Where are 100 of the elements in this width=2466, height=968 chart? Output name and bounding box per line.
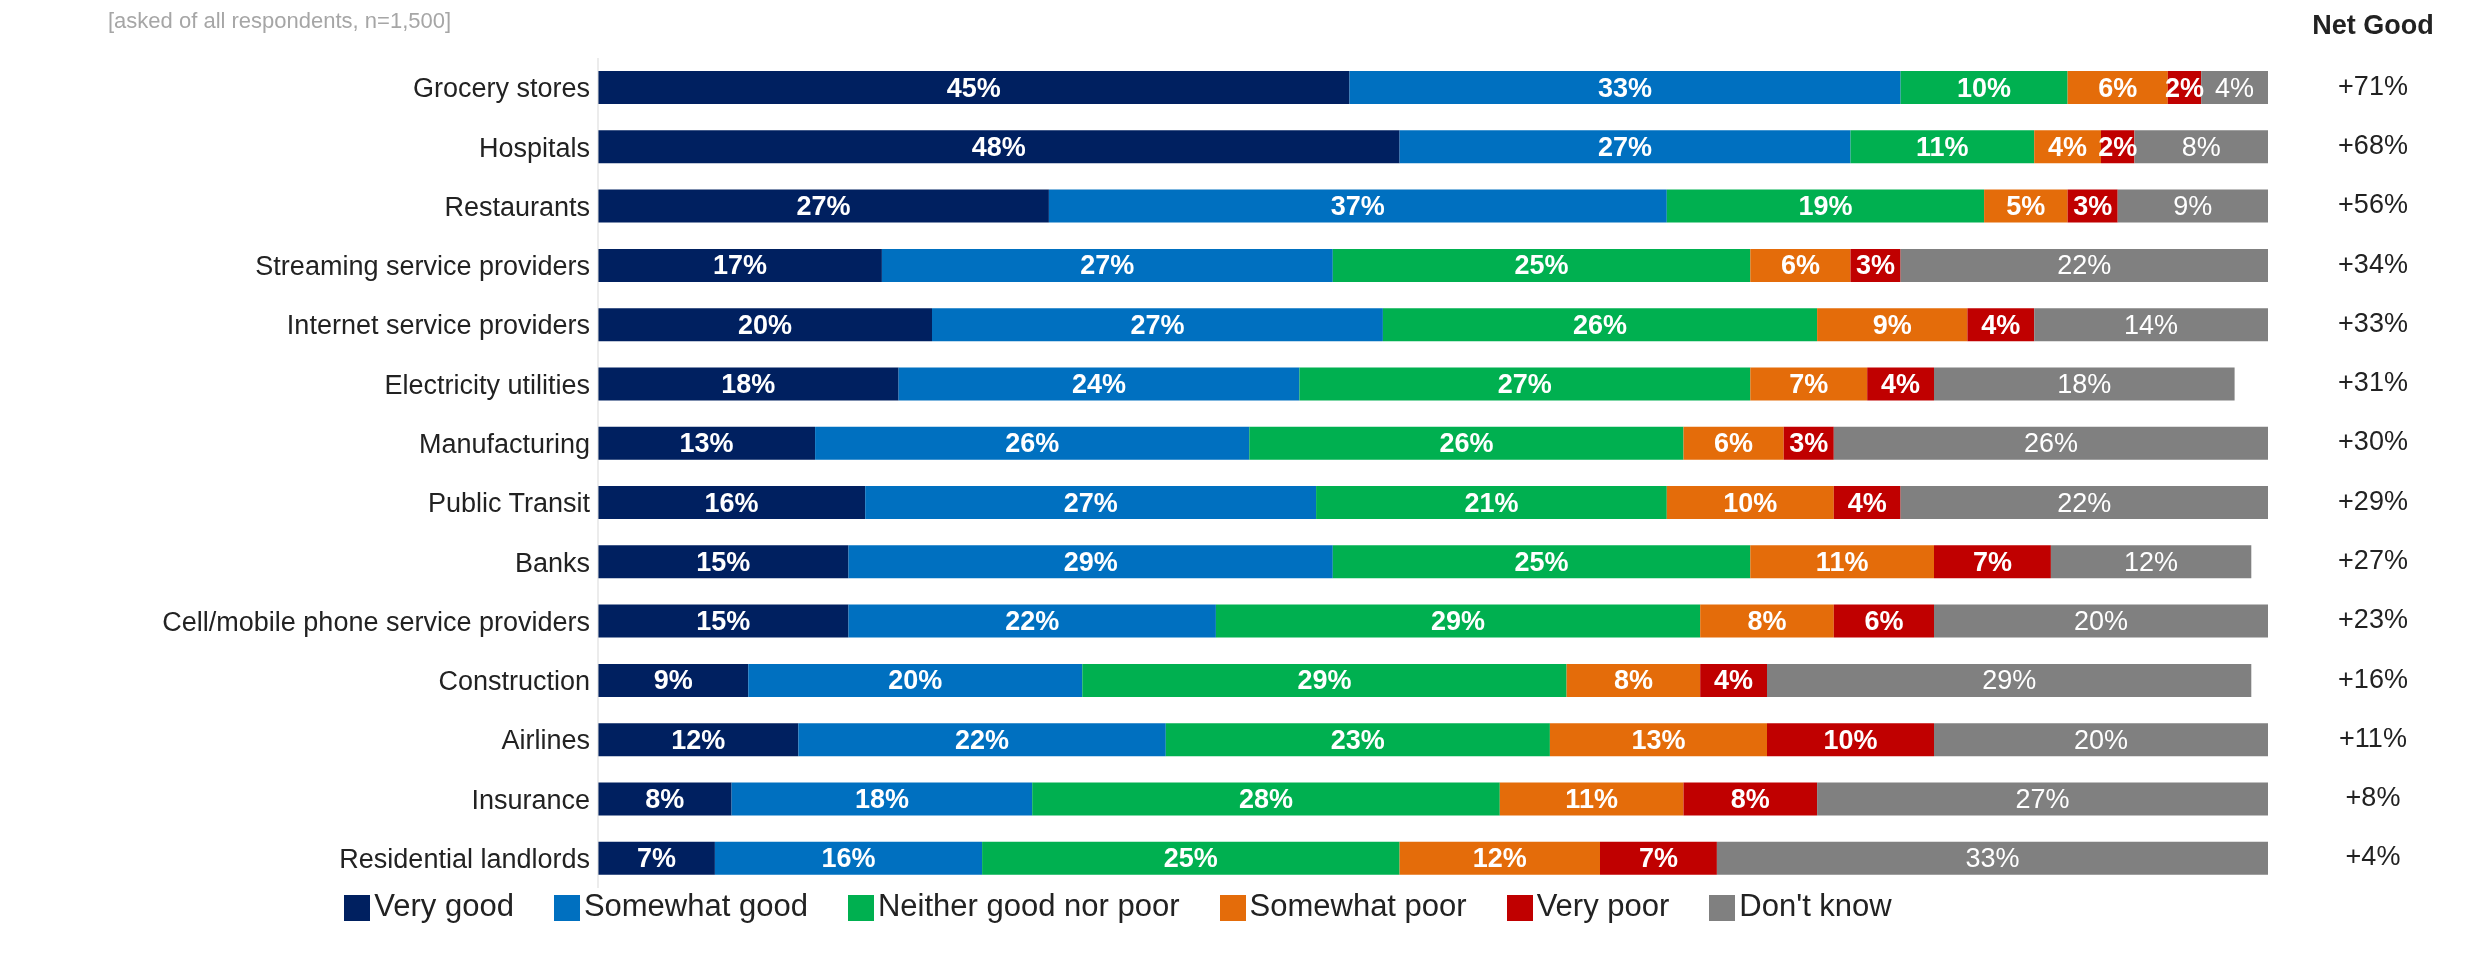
data-label: 5% <box>2006 191 2046 222</box>
bar <box>598 663 749 697</box>
data-label: 13% <box>1631 724 1686 755</box>
data-label: 3% <box>1789 428 1829 459</box>
data-label: 11% <box>1916 131 1969 162</box>
data-label: 33% <box>1965 843 2020 874</box>
y-tick-label: Construction <box>438 666 590 697</box>
data-label: 22% <box>955 724 1010 755</box>
text: +27% <box>2337 544 2409 576</box>
data-label: 27% <box>1598 131 1653 162</box>
legend-label: Neither good nor poor <box>877 888 1180 923</box>
data-label: 27% <box>1130 309 1185 340</box>
text: [asked of all respondents, n=1,500] <box>108 8 452 34</box>
bar <box>598 71 1350 105</box>
bar <box>1165 723 1550 757</box>
data-label: 17% <box>712 250 767 281</box>
data-label: 10% <box>1823 724 1878 755</box>
text: +34% <box>2337 248 2409 280</box>
data-label: 27% <box>796 191 851 222</box>
bar <box>2117 189 2268 223</box>
data-label: 18% <box>721 368 776 399</box>
data-label: 2% <box>2098 131 2138 162</box>
bar <box>1666 189 1985 223</box>
data-label: 15% <box>696 606 751 637</box>
text: +23% <box>2337 604 2409 636</box>
text: +11% <box>2338 722 2408 754</box>
bar <box>848 604 1216 638</box>
y-tick-label: Airlines <box>501 725 590 756</box>
bar <box>598 248 882 282</box>
bar <box>2034 308 2268 342</box>
y-tick-label: Hospitals <box>478 132 590 163</box>
data-label: 16% <box>821 843 876 874</box>
data-label: 21% <box>1464 487 1519 518</box>
text: +68% <box>2337 129 2409 161</box>
bar <box>598 189 1049 223</box>
y-tick-label: Manufacturing <box>418 428 590 459</box>
data-label: 4% <box>1881 368 1921 399</box>
bar <box>598 426 816 460</box>
bar <box>1934 545 2051 579</box>
bar <box>598 367 899 401</box>
bar <box>1900 248 2268 282</box>
data-label: 15% <box>696 546 751 577</box>
bar <box>1399 130 1851 164</box>
y-tick-label: Cell/mobile phone service providers <box>162 606 590 637</box>
text: +30% <box>2337 426 2409 458</box>
data-label: 7% <box>636 843 676 874</box>
y-tick-label: Grocery stores <box>412 73 590 104</box>
data-label: 10% <box>1723 487 1778 518</box>
bar <box>1499 782 1684 816</box>
y-tick-label: Internet service providers <box>286 310 590 341</box>
data-label: 26% <box>1005 428 1060 459</box>
data-label: 25% <box>1514 250 1569 281</box>
data-label: 3% <box>2073 191 2113 222</box>
data-label: 7% <box>1789 368 1829 399</box>
bar <box>1249 426 1684 460</box>
data-label: 8% <box>645 783 685 814</box>
bar <box>1048 189 1667 223</box>
bar <box>1934 604 2268 638</box>
data-label: 22% <box>2057 250 2112 281</box>
data-label: 12% <box>2124 546 2179 577</box>
bar <box>932 308 1383 342</box>
text: +8% <box>2344 782 2402 814</box>
data-label: 27% <box>2015 783 2070 814</box>
text: +4% <box>2344 841 2402 873</box>
data-label: 33% <box>1598 72 1653 103</box>
y-tick-label: Electricity utilities <box>384 369 590 400</box>
text: +31% <box>2337 367 2409 399</box>
data-label: 20% <box>737 309 793 340</box>
bar <box>731 782 1033 816</box>
bar <box>598 308 932 342</box>
bar <box>798 723 1166 757</box>
legend-label: Somewhat poor <box>1249 888 1467 923</box>
data-label: 12% <box>1472 843 1527 874</box>
data-label: 9% <box>2173 191 2213 222</box>
data-label: 6% <box>2098 72 2138 103</box>
y-tick-label: Public Transit <box>427 488 591 519</box>
data-label: 14% <box>2124 309 2179 340</box>
data-label: 26% <box>1439 428 1494 459</box>
bar <box>598 130 1400 164</box>
data-label: 11% <box>1815 546 1869 577</box>
legend-label: Don't know <box>1739 888 1892 923</box>
data-label: 26% <box>1572 309 1628 340</box>
bar <box>2050 545 2252 579</box>
data-label: 3% <box>1856 250 1896 281</box>
text: +71% <box>2337 70 2409 102</box>
bar <box>748 663 1083 697</box>
y-tick-label: Banks <box>514 547 590 578</box>
data-label: 16% <box>704 487 759 518</box>
bar <box>1382 308 1818 342</box>
data-label: 7% <box>1638 843 1678 874</box>
data-label: 4% <box>1847 487 1887 518</box>
bar <box>1900 486 2268 520</box>
bar <box>1349 71 1901 105</box>
bar <box>1934 723 2268 757</box>
data-label: 4% <box>1714 665 1754 696</box>
bar <box>865 486 1317 520</box>
bar <box>1549 723 1767 757</box>
legend-label: Somewhat good <box>583 888 808 923</box>
data-label: 29% <box>1063 546 1118 577</box>
data-label: 37% <box>1330 191 1385 222</box>
